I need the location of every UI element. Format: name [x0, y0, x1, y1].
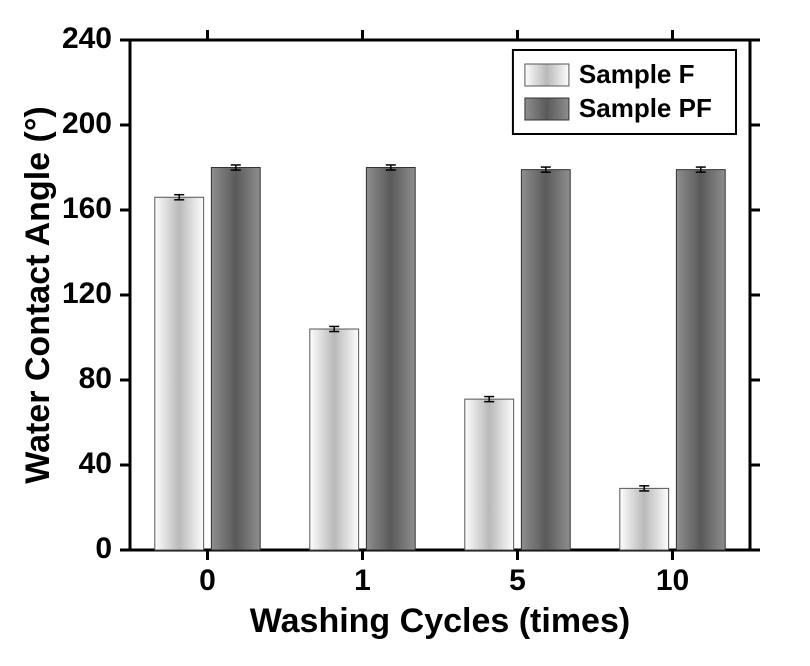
y-tick-label: 160: [62, 192, 112, 225]
bar-sample-pf: [676, 170, 725, 550]
x-tick-label: 1: [354, 564, 371, 597]
x-axis-label: Washing Cycles (times): [250, 602, 630, 640]
bar-sample-pf: [211, 168, 260, 551]
legend-swatch: [525, 98, 569, 120]
y-tick-label: 0: [95, 532, 112, 565]
x-tick-label: 5: [509, 564, 526, 597]
y-axis-label: Water Contact Angle (°): [19, 106, 57, 484]
y-tick-label: 80: [79, 362, 112, 395]
y-tick-label: 200: [62, 107, 112, 140]
y-tick-label: 240: [62, 22, 112, 55]
bar-sample-f: [465, 399, 514, 550]
bar-chart: 0 40 80 120 160 200 240 Water Contact Angle (°)…: [0, 0, 810, 666]
x-tick-label: 10: [656, 564, 689, 597]
legend-swatch: [525, 64, 569, 86]
chart-container: 0 40 80 120 160 200 240 Water Contact Angle (°)…: [0, 0, 810, 666]
bar-sample-pf: [366, 168, 415, 551]
bar-sample-f: [155, 197, 204, 550]
bar-sample-f: [620, 488, 669, 550]
legend-label: Sample F: [579, 59, 695, 89]
bar-sample-pf: [521, 170, 570, 550]
bar-sample-f: [310, 329, 359, 550]
legend-label: Sample PF: [579, 93, 712, 123]
y-tick-label: 40: [79, 447, 112, 480]
x-tick-label: 0: [199, 564, 216, 597]
y-tick-label: 120: [62, 277, 112, 310]
